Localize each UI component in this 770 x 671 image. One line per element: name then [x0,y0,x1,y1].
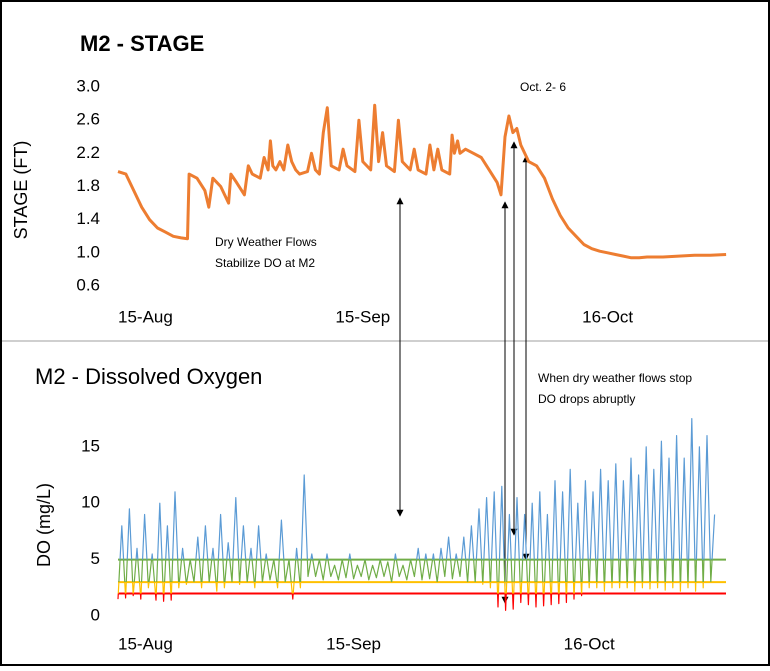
x-tick-label: 15-Aug [118,307,173,326]
y-tick-label: 0 [91,605,100,624]
y-tick-label: 10 [81,493,100,512]
annotation: Oct. 2- 6 [520,80,566,94]
x-tick-label: 15-Sep [326,634,381,653]
chart-title: M2 - Dissolved Oxygen [35,364,262,389]
chart-title: M2 - STAGE [80,31,204,56]
series-line [117,103,727,260]
y-axis-label: STAGE (FT) [11,141,31,240]
y-tick-label: 2.6 [76,110,100,129]
arrows [396,141,530,604]
annotation: When dry weather flows stop [538,371,692,385]
series-line [117,418,716,611]
x-tick-label: 16-Oct [582,307,633,326]
y-tick-label: 1.4 [76,209,100,228]
x-tick-label: 15-Sep [335,307,390,326]
y-axis-label: DO (mg/L) [34,483,54,567]
y-tick-label: 3.0 [76,76,100,95]
y-tick-label: 5 [91,549,100,568]
y-tick-label: 0.6 [76,275,100,294]
annotation: DO drops abruptly [538,392,635,406]
y-tick-label: 15 [81,436,100,455]
y-tick-label: 1.0 [76,242,100,261]
x-tick-label: 15-Aug [118,634,173,653]
annotation: Stabilize DO at M2 [215,256,315,270]
annotation: Dry Weather Flows [215,235,317,249]
x-tick-label: 16-Oct [564,634,615,653]
y-tick-label: 1.8 [76,176,100,195]
y-tick-label: 2.2 [76,143,100,162]
